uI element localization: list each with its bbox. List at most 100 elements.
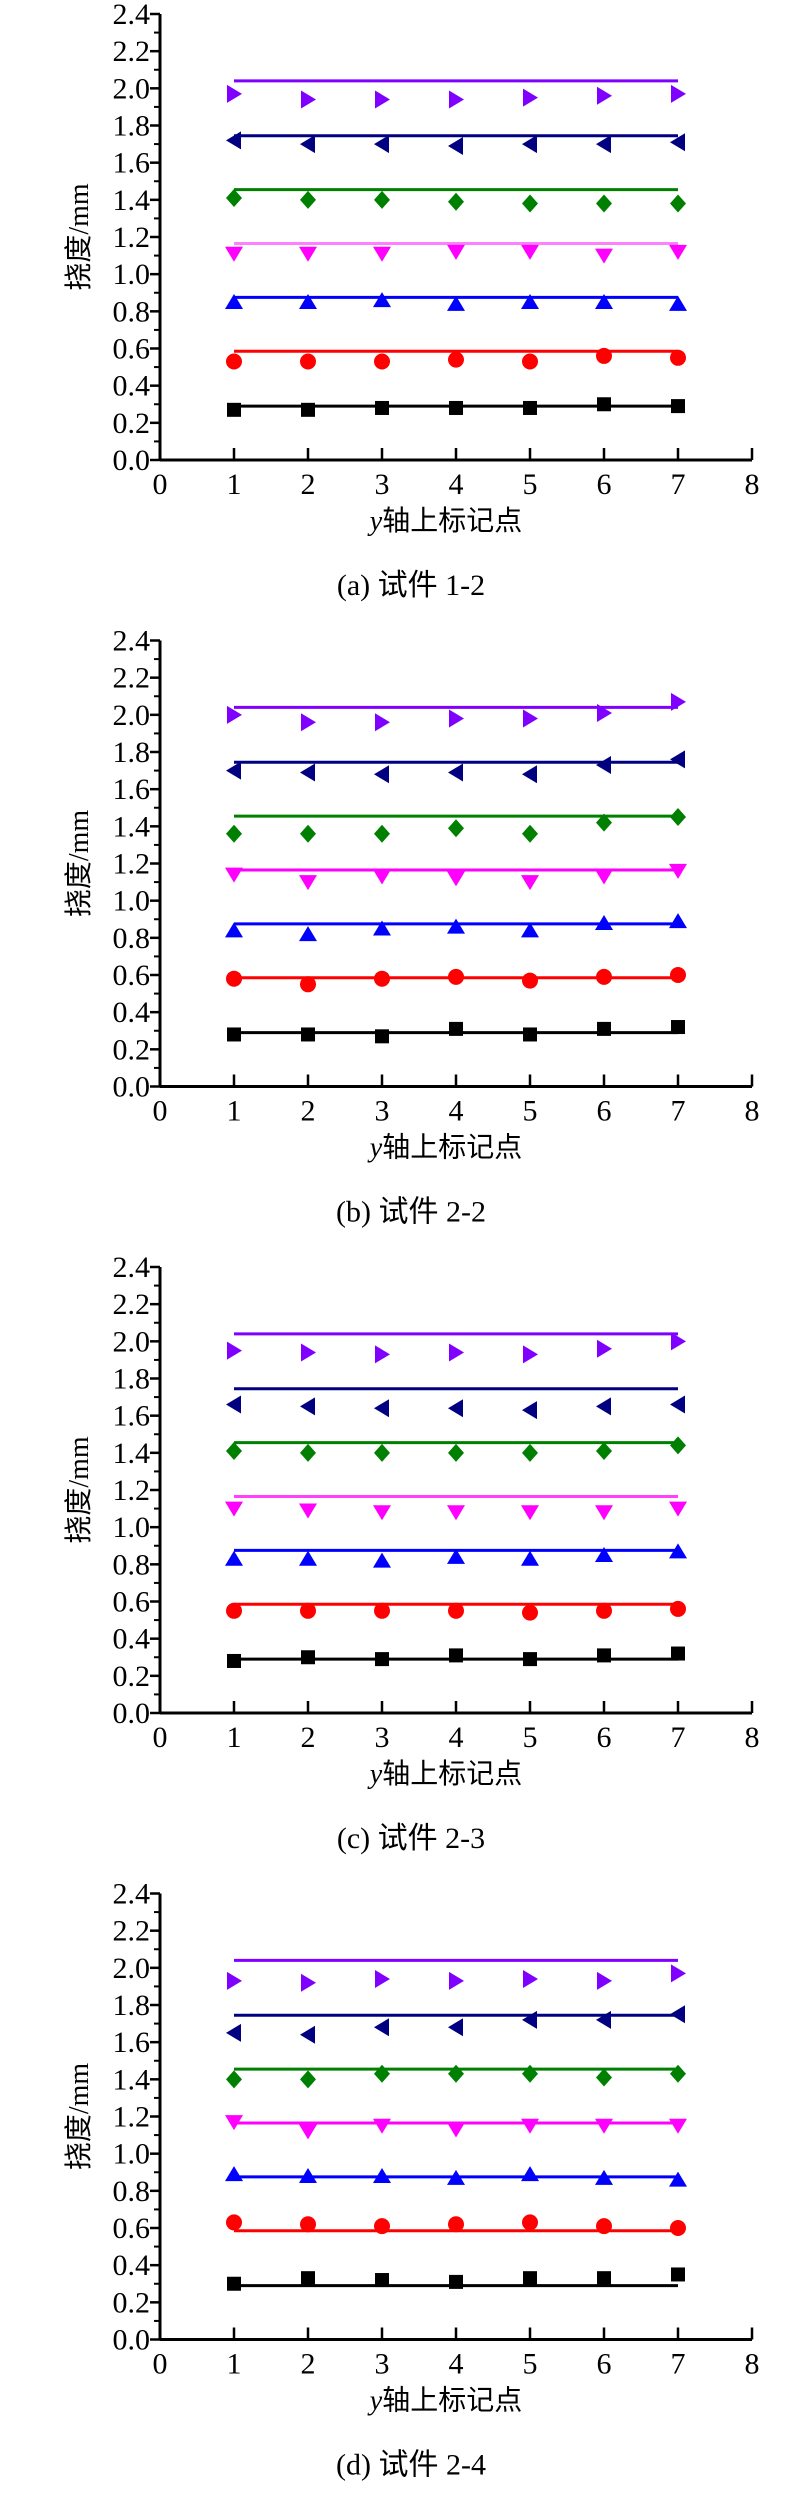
x-axis-title: y轴上标记点 [367, 1758, 522, 1790]
data-point-triangle-up [299, 294, 317, 310]
data-point-circle [670, 967, 686, 983]
data-point-triangle-down [669, 1501, 687, 1517]
data-point-circle [596, 968, 612, 985]
data-point-diamond [448, 192, 464, 211]
series-triangle-up [225, 2166, 687, 2187]
x-tick-label: 4 [449, 468, 464, 501]
data-point-triangle-right [227, 1971, 242, 1990]
data-point-triangle-down [299, 246, 317, 262]
data-point-diamond [670, 1436, 686, 1455]
data-point-triangle-down [373, 2118, 391, 2134]
data-point-square [671, 1646, 685, 1661]
y-tick-label: 2.0 [113, 699, 151, 732]
data-point-triangle-down [595, 2118, 613, 2134]
x-tick-label: 3 [375, 1095, 390, 1128]
data-point-triangle-right [375, 90, 390, 109]
series-square [227, 397, 685, 417]
series-triangle-up [225, 1543, 687, 1568]
series-triangle-right [227, 1958, 686, 1992]
y-tick-label: 0.4 [113, 2249, 151, 2282]
data-point-triangle-down [373, 869, 391, 885]
panel-caption: (c) 试件 2-3 [337, 1822, 485, 1855]
data-point-triangle-down [225, 867, 243, 883]
data-point-triangle-up [299, 1550, 317, 1566]
y-tick-label: 2.4 [113, 1878, 151, 1911]
y-tick-label: 2.4 [113, 1251, 151, 1284]
x-tick-label: 1 [227, 1095, 242, 1128]
x-axis-title: y轴上标记点 [367, 2385, 522, 2417]
data-point-triangle-right [449, 709, 464, 728]
data-point-triangle-down [521, 244, 539, 260]
data-point-circle [300, 353, 316, 370]
y-tick-label: 1.8 [113, 736, 151, 769]
y-tick-label: 1.8 [113, 1989, 151, 2022]
data-point-diamond [522, 194, 538, 213]
x-tick-label: 1 [227, 1721, 242, 1754]
data-point-triangle-right [301, 1343, 316, 1362]
data-point-triangle-up [447, 1548, 465, 1564]
series-triangle-down [225, 863, 687, 891]
y-tick-label: 2.4 [113, 625, 151, 658]
data-point-triangle-down [521, 2118, 539, 2134]
y-tick-label: 1.2 [113, 1474, 151, 1507]
y-tick-label: 2.0 [113, 1325, 151, 1358]
y-tick-label: 1.0 [113, 2138, 151, 2171]
data-point-circle [596, 2218, 612, 2235]
data-point-diamond [522, 2064, 538, 2083]
data-point-triangle-down [595, 248, 613, 264]
series-circle [226, 1600, 686, 1621]
x-tick-label: 6 [597, 1095, 612, 1128]
data-point-triangle-down [521, 1505, 539, 1521]
data-point-triangle-up [521, 294, 539, 310]
data-point-triangle-up [595, 2169, 613, 2185]
data-point-triangle-up [447, 918, 465, 934]
x-tick-label: 4 [449, 2348, 464, 2381]
y-tick-label: 1.8 [113, 1363, 151, 1396]
data-point-triangle-left [670, 2005, 685, 2024]
data-point-triangle-up [595, 1547, 613, 1563]
data-point-triangle-right [449, 1971, 464, 1990]
data-point-circle [226, 970, 242, 987]
data-point-diamond [670, 194, 686, 213]
data-point-square [671, 2267, 685, 2282]
data-point-diamond [226, 824, 242, 843]
data-point-square [597, 2271, 611, 2286]
data-point-triangle-right [597, 86, 612, 105]
x-tick-label: 8 [745, 468, 760, 501]
x-axis-title-text: 轴上标记点 [382, 1132, 522, 1164]
data-point-diamond [300, 2070, 316, 2089]
data-point-diamond [374, 1443, 390, 1462]
data-point-triangle-down [373, 1505, 391, 1521]
data-point-square [301, 1650, 315, 1665]
data-point-triangle-right [597, 703, 612, 722]
series-triangle-right [227, 692, 686, 732]
y-tick-label: 0.0 [113, 2324, 151, 2357]
y-tick-label: 2.2 [113, 1915, 151, 1948]
data-point-diamond [300, 190, 316, 209]
data-point-triangle-down [225, 1501, 243, 1517]
y-axis-title: 挠度/mm [63, 2063, 95, 2171]
data-point-diamond [448, 2064, 464, 2083]
data-point-triangle-right [597, 1971, 612, 1990]
data-point-diamond [226, 2070, 242, 2089]
y-tick-label: 0.6 [113, 333, 151, 366]
data-point-triangle-right [671, 692, 686, 711]
data-point-circle [448, 2216, 464, 2233]
data-point-circle [522, 1604, 538, 1621]
x-tick-label: 2 [301, 2348, 316, 2381]
x-axis-title-text: 轴上标记点 [382, 505, 522, 537]
data-point-triangle-up [225, 922, 243, 938]
data-point-square [375, 400, 389, 415]
data-point-triangle-up [299, 2167, 317, 2183]
data-point-triangle-up [225, 1550, 243, 1566]
x-tick-label: 3 [375, 1721, 390, 1754]
data-point-triangle-right [301, 713, 316, 732]
y-tick-label: 0.8 [113, 295, 151, 328]
y-tick-label: 1.6 [113, 147, 151, 180]
x-axis-title: y轴上标记点 [367, 505, 522, 537]
data-point-triangle-left [448, 2018, 463, 2037]
x-axis-title: y轴上标记点 [367, 1132, 522, 1164]
data-point-triangle-down [225, 246, 243, 262]
data-point-triangle-right [227, 705, 242, 724]
